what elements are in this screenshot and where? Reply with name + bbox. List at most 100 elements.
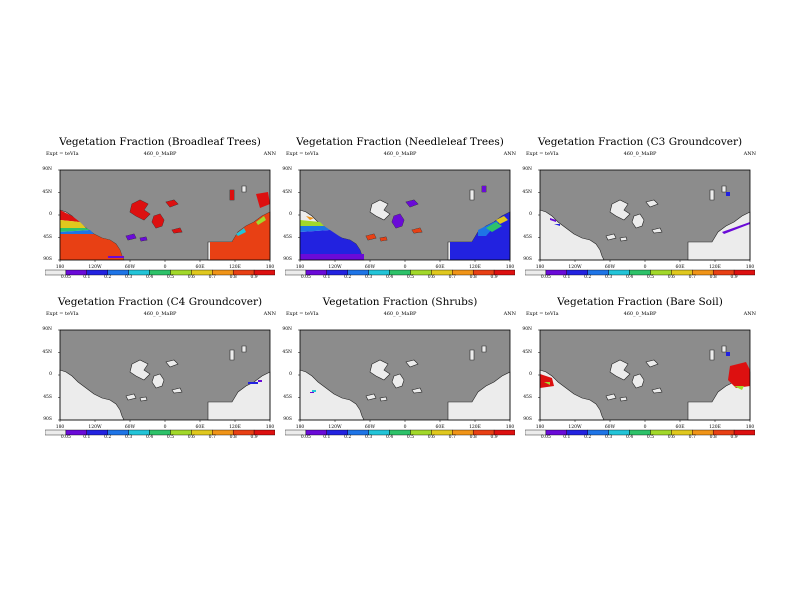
- x-tick-label: 120W: [328, 265, 342, 270]
- colorbar-label: 0.5: [646, 275, 655, 280]
- run-code: 460_0_MaBP: [383, 311, 417, 317]
- land-island-a: [609, 199, 631, 221]
- colorbar-label: 0.4: [385, 435, 394, 440]
- x-tick-label: 120W: [568, 265, 582, 270]
- colorbar: 0.05 0.1 0.2 0.3 0.4 0.5 0.6 0.7 0.8 0.9: [45, 428, 275, 442]
- panel-bare-soil: Vegetation Fraction (Bare Soil) Expt = t…: [520, 296, 760, 456]
- x-tick-label: 180: [505, 425, 515, 430]
- veg-fraction-region-1: [300, 226, 330, 232]
- veg-fraction-region-12: [496, 216, 508, 224]
- colorbar-label: 0.7: [448, 275, 456, 280]
- season-label: ANN: [263, 151, 276, 157]
- y-tick-label: 45N: [42, 189, 52, 195]
- y-tick-label: 90N: [282, 167, 292, 172]
- x-tick-label: 60W: [604, 425, 616, 430]
- y-tick-label: 45N: [522, 349, 532, 355]
- panel-title: Vegetation Fraction (Broadleaf Trees): [59, 136, 261, 148]
- veg-fraction-region-4: [392, 214, 404, 228]
- colorbar-label: 0.9: [250, 435, 258, 440]
- colorbar-label: 0.6: [667, 435, 675, 440]
- colorbar-label: 0.05: [300, 275, 311, 280]
- land-island-b: [631, 373, 645, 389]
- colorbar-box: [253, 269, 275, 276]
- colorbar-label: 0.6: [187, 275, 195, 280]
- land-island-a: [369, 199, 391, 221]
- land-island-c: [645, 199, 659, 208]
- veg-fraction-region-2: [554, 224, 560, 226]
- colorbar-label: 0.4: [625, 435, 634, 440]
- veg-fraction-region-7: [380, 237, 387, 241]
- panel-title: Vegetation Fraction (C4 Groundcover): [57, 296, 263, 308]
- map: 180 120W 60W 0 60E 120E 180 90N 45N 0 45S 90S: [40, 316, 280, 436]
- x-tick-label: 180: [55, 265, 65, 270]
- colorbar-label: 0.3: [365, 435, 373, 440]
- y-tick-label: 0: [49, 372, 52, 377]
- y-tick-label: 90N: [42, 327, 52, 332]
- panel-broadleaf-trees: Vegetation Fraction (Broadleaf Trees) Ex…: [40, 136, 280, 296]
- colorbar: 0.05 0.1 0.2 0.3 0.4 0.5 0.6 0.7 0.8 0.9: [525, 428, 755, 442]
- run-code: 460_0_MaBP: [623, 151, 657, 157]
- veg-fraction-region-14: [482, 186, 486, 192]
- land-island-c: [405, 359, 419, 368]
- land-island-d: [605, 233, 617, 241]
- veg-fraction-region-0: [300, 230, 364, 260]
- y-tick-label: 90S: [283, 417, 292, 422]
- x-tick-label: 0: [163, 425, 167, 430]
- land-island-h: [241, 185, 247, 193]
- y-tick-label: 45N: [42, 349, 52, 355]
- season-label: ANN: [263, 311, 276, 317]
- veg-fraction-region-16: [108, 256, 124, 258]
- colorbar-box: [493, 269, 515, 276]
- expt-label: Expt = teVIa: [46, 151, 79, 157]
- y-tick-label: 45S: [523, 394, 532, 400]
- expt-label: Expt = teVIa: [286, 311, 319, 317]
- colorbar-box: [733, 269, 755, 276]
- colorbar: 0.05 0.1 0.2 0.3 0.4 0.5 0.6 0.7 0.8 0.9: [45, 268, 275, 282]
- land-south-america: [539, 209, 605, 261]
- colorbar-label: 0.2: [584, 435, 592, 440]
- veg-fraction-region-5: [406, 200, 418, 207]
- y-tick-label: 45N: [282, 189, 292, 195]
- veg-fraction-region-15: [256, 216, 266, 225]
- x-tick-label: 120E: [469, 265, 481, 270]
- x-tick-label: 0: [643, 265, 647, 270]
- land-island-f: [411, 387, 423, 394]
- colorbar-label: 0.3: [605, 435, 613, 440]
- colorbar-label: 0.6: [427, 275, 435, 280]
- colorbar-label: 0.7: [688, 275, 696, 280]
- veg-fraction-region-3: [60, 230, 94, 234]
- panel-title: Vegetation Fraction (Needleleaf Trees): [296, 136, 504, 148]
- x-tick-label: 180: [295, 265, 305, 270]
- x-tick-label: 0: [643, 425, 647, 430]
- colorbar-label: 0.1: [323, 435, 331, 440]
- colorbar-label: 0.7: [208, 435, 216, 440]
- x-tick-label: 0: [403, 265, 407, 270]
- colorbar-label: 0.2: [584, 275, 592, 280]
- run-code: 460_0_MaBP: [383, 151, 417, 157]
- x-tick-label: 180: [505, 265, 515, 270]
- colorbar-boxes: [285, 269, 515, 276]
- x-tick-label: 60W: [604, 265, 616, 270]
- map-plot: [538, 329, 751, 422]
- colorbar-label: 0.1: [323, 275, 331, 280]
- colorbar-label: 0.4: [625, 275, 634, 280]
- colorbar-label: 0.5: [166, 275, 175, 280]
- colorbar-label: 0.7: [448, 435, 456, 440]
- x-tick-label: 180: [745, 265, 755, 270]
- veg-fraction-region-7: [166, 200, 178, 207]
- land-island-g: [229, 349, 235, 361]
- x-tick-label: 180: [265, 265, 275, 270]
- veg-fraction-region-0: [60, 210, 80, 222]
- panel-title: Vegetation Fraction (Bare Soil): [557, 296, 723, 308]
- panel-title: Vegetation Fraction (Shrubs): [322, 296, 478, 308]
- colorbar-box: [493, 429, 515, 436]
- x-tick-label: 120E: [709, 425, 721, 430]
- y-tick-label: 90S: [523, 257, 532, 262]
- x-tick-label: 120W: [88, 425, 102, 430]
- x-tick-label: 180: [535, 425, 545, 430]
- land-island-e: [619, 396, 628, 402]
- colorbar-label: 0.05: [300, 435, 311, 440]
- colorbar-label: 0.3: [125, 275, 133, 280]
- colorbar-label: 0.3: [605, 275, 613, 280]
- colorbar-label: 0.9: [250, 275, 258, 280]
